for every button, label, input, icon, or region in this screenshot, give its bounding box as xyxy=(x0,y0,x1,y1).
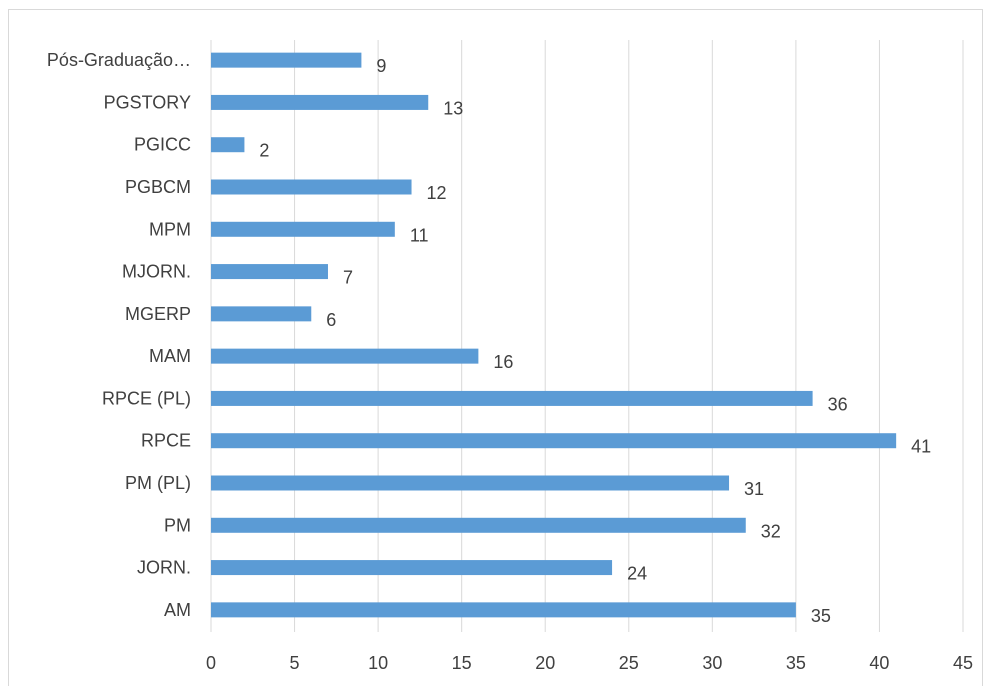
data-label: 11 xyxy=(410,225,429,245)
data-label: 13 xyxy=(443,98,463,118)
chart-frame xyxy=(8,9,983,686)
bar xyxy=(211,306,312,322)
bar xyxy=(211,390,813,406)
data-label: 24 xyxy=(627,564,647,584)
data-label: 41 xyxy=(911,437,931,457)
category-label: JORN. xyxy=(137,558,191,578)
category-label: PGBCM xyxy=(125,177,191,197)
data-label: 16 xyxy=(493,352,513,372)
data-label: 36 xyxy=(828,394,848,414)
data-label: 6 xyxy=(326,310,336,330)
bar xyxy=(211,179,412,195)
x-tick-label: 10 xyxy=(368,653,388,673)
labels: 0 5 10 15 20 25 30 35 40 45 AM 35 JORN. 24 PM 32 PM (PL)… xyxy=(47,50,973,673)
category-label: RPCE (PL) xyxy=(102,388,191,408)
x-tick-label: 0 xyxy=(206,653,216,673)
bar xyxy=(211,221,395,237)
category-label: MJORN. xyxy=(122,262,191,282)
x-tick-label: 20 xyxy=(535,653,555,673)
bar xyxy=(211,94,429,110)
bar xyxy=(211,475,730,491)
category-label: MPM xyxy=(149,219,191,239)
category-label: Pós-Graduação… xyxy=(47,50,191,70)
x-tick-label: 5 xyxy=(290,653,300,673)
x-tick-label: 15 xyxy=(452,653,472,673)
data-label: 31 xyxy=(744,479,764,499)
bar xyxy=(211,517,746,533)
category-label: AM xyxy=(164,600,191,620)
data-label: 32 xyxy=(761,521,781,541)
bar xyxy=(211,602,796,618)
category-label: MAM xyxy=(149,346,191,366)
category-label: PM (PL) xyxy=(125,473,191,493)
bars xyxy=(211,52,897,618)
data-label: 9 xyxy=(376,56,386,76)
x-tick-label: 30 xyxy=(702,653,722,673)
x-tick-label: 25 xyxy=(619,653,639,673)
category-label: PM xyxy=(164,515,191,535)
bar xyxy=(211,264,328,280)
category-label: PGSTORY xyxy=(104,92,191,112)
data-label: 2 xyxy=(259,141,269,161)
bar xyxy=(211,348,479,364)
category-label: RPCE xyxy=(141,431,191,451)
category-label: MGERP xyxy=(125,304,191,324)
gridlines xyxy=(210,40,964,632)
bar xyxy=(211,52,362,68)
x-tick-label: 45 xyxy=(953,653,973,673)
x-tick-label: 40 xyxy=(869,653,889,673)
category-label: PGICC xyxy=(134,135,191,155)
data-label: 7 xyxy=(343,268,353,288)
x-tick-label: 35 xyxy=(786,653,806,673)
bar xyxy=(211,560,613,576)
data-label: 35 xyxy=(811,606,831,626)
bar xyxy=(211,137,245,153)
data-label: 12 xyxy=(427,183,447,203)
bar xyxy=(211,433,897,449)
